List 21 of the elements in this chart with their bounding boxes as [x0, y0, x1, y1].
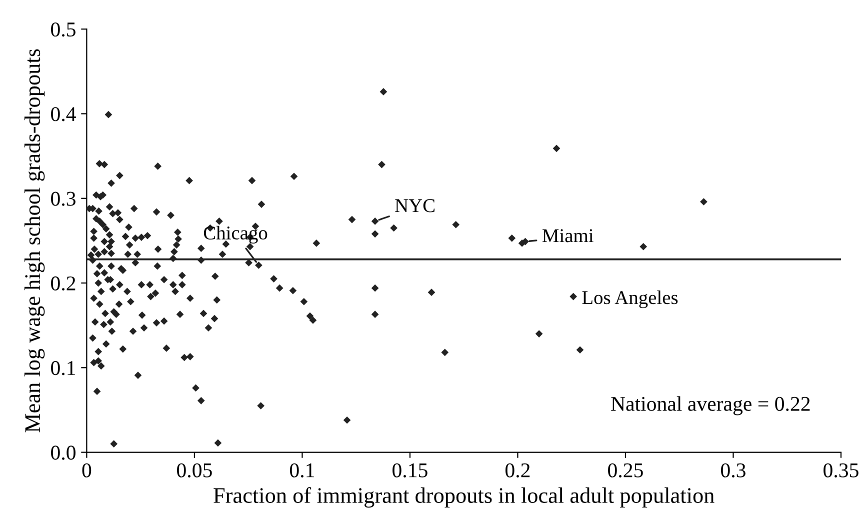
x-tick-label: 0.3 [721, 463, 746, 478]
x-tick-label: 0.2 [505, 463, 530, 478]
annotation: NYC [395, 199, 434, 212]
annotation: National average = 0.22 [611, 396, 810, 416]
y-tick-label: 0.5 [51, 22, 76, 37]
x-tick-label: 0.15 [392, 463, 428, 478]
y-tick-label: 0.0 [51, 446, 76, 460]
annotation: Miami [542, 229, 594, 242]
x-tick-label: 0.05 [177, 463, 212, 478]
x-tick-label: 0.1 [290, 463, 314, 478]
annotation: Chicago [204, 226, 268, 244]
y-axis-title: Mean log wage high school grads-dropouts [24, 49, 45, 432]
x-tick-label: 0.35 [824, 463, 858, 478]
x-tick-label: 0 [82, 463, 92, 478]
x-axis-title: Fraction of immigrant dropouts in local adult population [214, 487, 714, 508]
y-tick-label: 0.2 [51, 276, 76, 291]
y-tick-label: 0.3 [51, 192, 76, 206]
y-tick-label: 0.4 [51, 107, 76, 122]
y-tick-label: 0.1 [51, 361, 76, 376]
x-tick-label: 0.25 [608, 463, 643, 478]
annotation: Los Angeles [582, 290, 678, 308]
